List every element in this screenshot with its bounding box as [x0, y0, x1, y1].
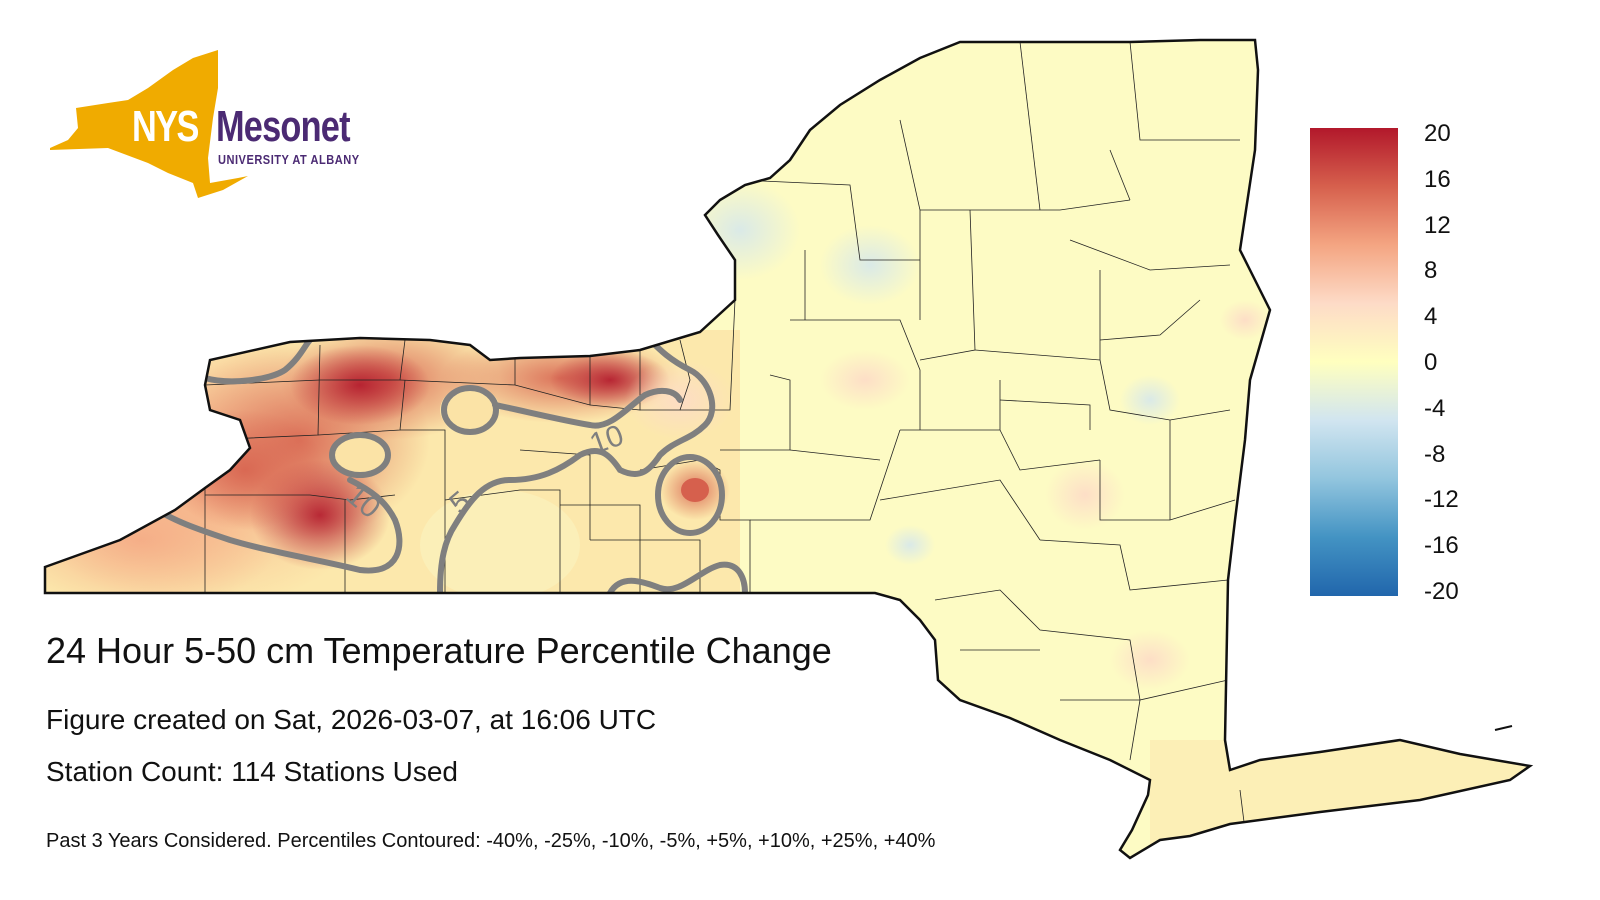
colorbar-tick-label: 0 [1424, 349, 1438, 376]
logo-mesonet-text: Mesonet [216, 102, 351, 151]
colorbar-tick-label: -4 [1424, 394, 1446, 422]
created-timestamp: Figure created on Sat, 2026-03-07, at 16… [46, 704, 657, 735]
station-count: Station Count: 114 Stations Used [46, 756, 458, 787]
colorbar-tick-label: -20 [1424, 578, 1459, 605]
colorbar-tick-label: -8 [1424, 440, 1446, 468]
nys-mesonet-logo: NYS Mesonet UNIVERSITY AT ALBANY [48, 48, 388, 208]
colorbar-tick-label: 16 [1424, 165, 1451, 193]
colorbar [1310, 128, 1398, 596]
colorbar-tick-label: -12 [1424, 486, 1459, 514]
colorbar-tick-label: 8 [1424, 257, 1438, 285]
nys-state-silhouette-icon [50, 50, 248, 198]
colorbar-tick-label: -16 [1424, 532, 1459, 560]
state-outline [43, 38, 1534, 860]
logo-university-text: UNIVERSITY AT ALBANY [218, 152, 360, 167]
colorbar-tick-label: 4 [1424, 303, 1438, 331]
colorbar-tick-label: 20 [1424, 120, 1451, 147]
island-outline [1494, 725, 1513, 731]
percentile-contours [147, 337, 748, 596]
figure-title: 24 Hour 5-50 cm Temperature Percentile C… [46, 630, 832, 671]
logo-nys-text: NYS [132, 102, 199, 151]
colorbar-tick-label: 12 [1424, 211, 1451, 239]
footnote: Past 3 Years Considered. Percentiles Con… [46, 830, 936, 852]
